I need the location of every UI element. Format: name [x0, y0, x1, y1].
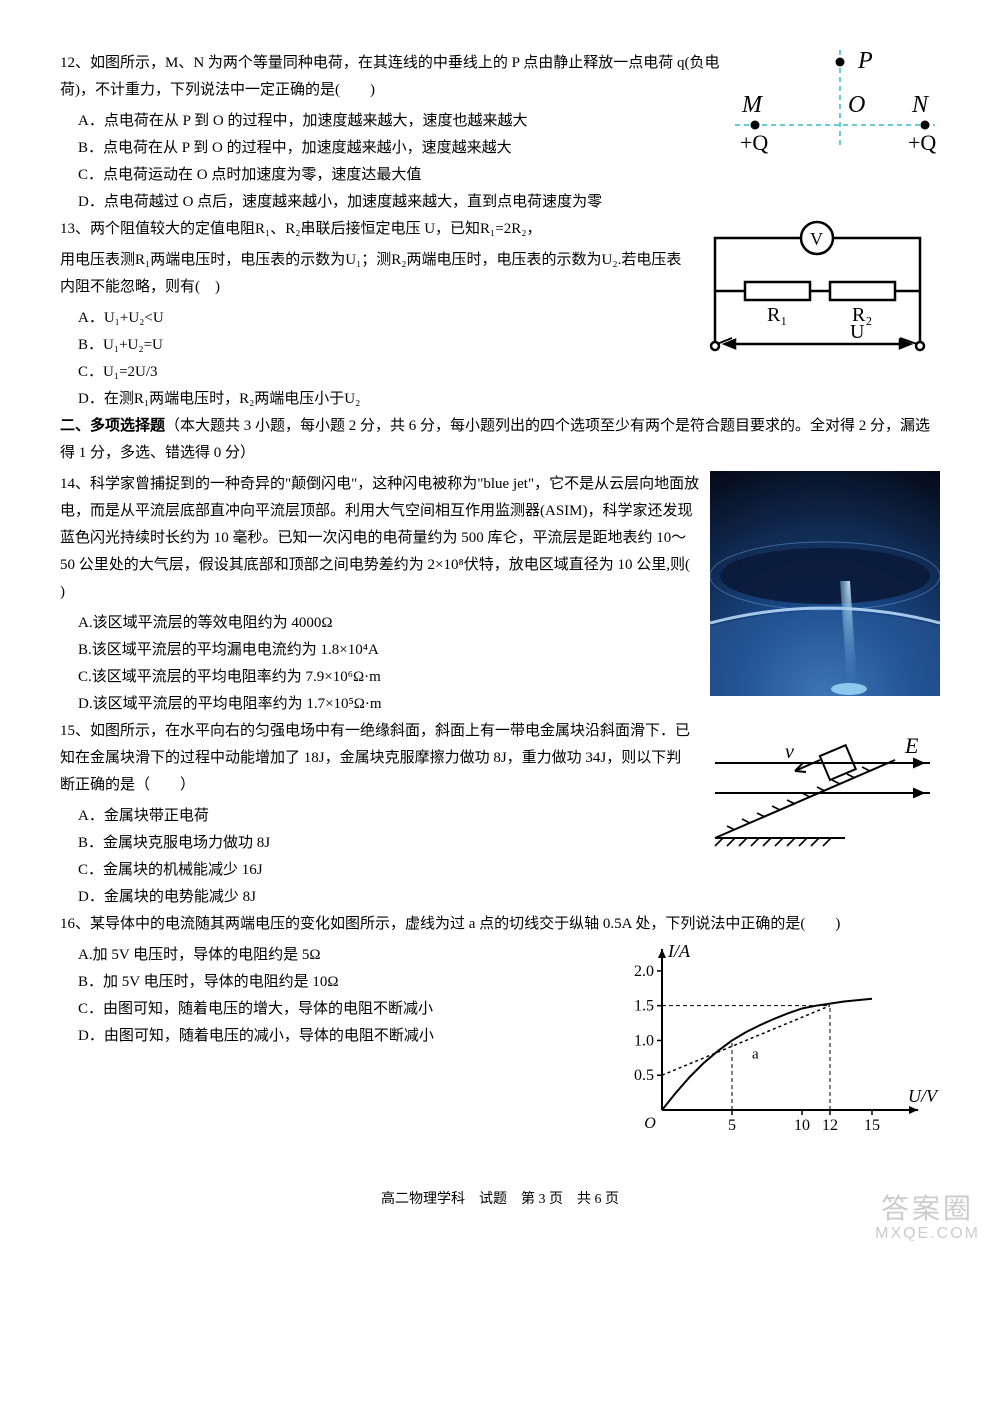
svg-text:1.5: 1.5 [634, 998, 654, 1015]
q15-optC: C．金属块的机械能减少 16J [60, 857, 940, 884]
q13-figure: V R₁ R₂ U [695, 216, 940, 371]
svg-text:10: 10 [794, 1117, 810, 1134]
label-QR: +Q [908, 130, 936, 155]
q15-figure: v E [705, 718, 940, 858]
page-footer: 高二物理学科 试题 第 3 页 共 6 页 [60, 1187, 940, 1212]
q16-stem: 16、某导体中的电流随其两端电压的变化如图所示，虚线为过 a 点的切线交于纵轴 … [60, 911, 940, 938]
svg-text:I/A: I/A [667, 942, 691, 961]
q13-optD: D．在测R₁两端电压时，R₂两端电压小于U₂ [60, 386, 940, 413]
watermark-line2: MXQE.COM [875, 1225, 980, 1243]
q12-figure: P M O N +Q +Q [730, 50, 940, 180]
label-U: U [850, 321, 865, 343]
label-QL: +Q [740, 130, 768, 155]
svg-text:O: O [644, 1115, 656, 1132]
watermark-line1: 答案圈 [875, 1194, 980, 1225]
svg-text:2.0: 2.0 [634, 963, 654, 980]
q15-optD: D．金属块的电势能减少 8J [60, 884, 940, 911]
svg-text:5: 5 [728, 1117, 736, 1134]
label-v: v [785, 741, 794, 763]
svg-text:a: a [752, 1046, 759, 1062]
label-V: V [810, 229, 823, 249]
section2-title: 二、多项选择题（本大题共 3 小题，每小题 2 分，共 6 分，每小题列出的四个… [60, 413, 940, 467]
q16-chart: 5 10 12 15 0.5 1.0 1.5 2.0 O U/V I/A a [600, 942, 940, 1147]
svg-text:0.5: 0.5 [634, 1067, 654, 1084]
label-M: M [741, 92, 764, 118]
svg-text:1.0: 1.0 [634, 1032, 654, 1049]
label-E: E [904, 733, 919, 758]
q12-optD: D．点电荷越过 O 点后，速度越来越小，加速度越来越大，直到点电荷速度为零 [60, 189, 940, 216]
label-N: N [911, 92, 930, 118]
q14-figure [710, 471, 940, 706]
svg-text:12: 12 [822, 1117, 838, 1134]
watermark: 答案圈 MXQE.COM [875, 1194, 980, 1242]
label-P: P [857, 50, 873, 74]
label-O: O [848, 92, 865, 118]
svg-text:U/V: U/V [908, 1086, 939, 1106]
label-R1: R₁ [767, 304, 787, 326]
section2-text: （本大题共 3 小题，每小题 2 分，共 6 分，每小题列出的四个选项至少有两个… [60, 418, 930, 461]
svg-text:15: 15 [864, 1117, 880, 1134]
